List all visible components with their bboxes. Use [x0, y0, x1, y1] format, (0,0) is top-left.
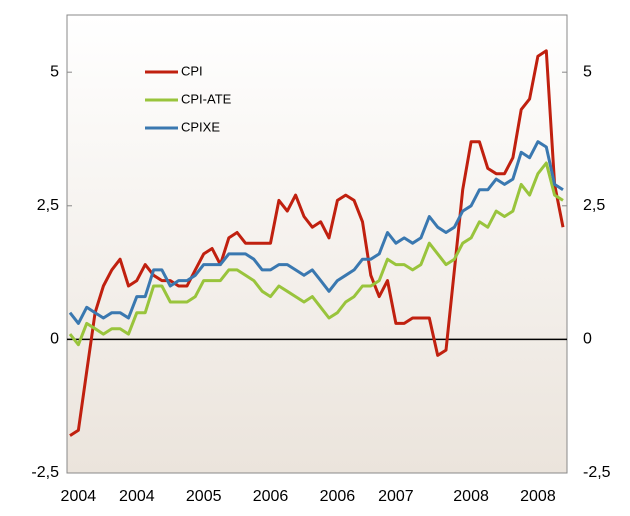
series-line [68, 161, 564, 347]
x-tick-label: 2006 [320, 488, 356, 505]
x-tick-label: 2005 [186, 488, 222, 505]
legend-label: CPIXE [181, 119, 220, 134]
y2-tick-label: 0 [583, 331, 592, 348]
series-line [68, 140, 564, 325]
x-tick-label: 2007 [378, 488, 414, 505]
y2-tick-label: 5 [583, 63, 592, 80]
y2-tick-label: -2,5 [583, 464, 611, 481]
legend-label: CPI [181, 63, 203, 78]
y-tick-label: -2,5 [31, 464, 59, 481]
x-tick-label: 2008 [520, 488, 556, 505]
legend-label: CPI-ATE [181, 91, 232, 106]
y-tick-label: 0 [50, 331, 59, 348]
x-tick-label: 2004 [119, 488, 155, 505]
x-tick-label: 2006 [253, 488, 289, 505]
y-tick-label: 5 [50, 63, 59, 80]
y2-tick-label: 2,5 [583, 197, 605, 214]
y-tick-label: 2,5 [37, 197, 59, 214]
plot-area [66, 14, 568, 474]
x-tick-label: 2004 [61, 488, 97, 505]
x-tick-label: 2008 [453, 488, 489, 505]
